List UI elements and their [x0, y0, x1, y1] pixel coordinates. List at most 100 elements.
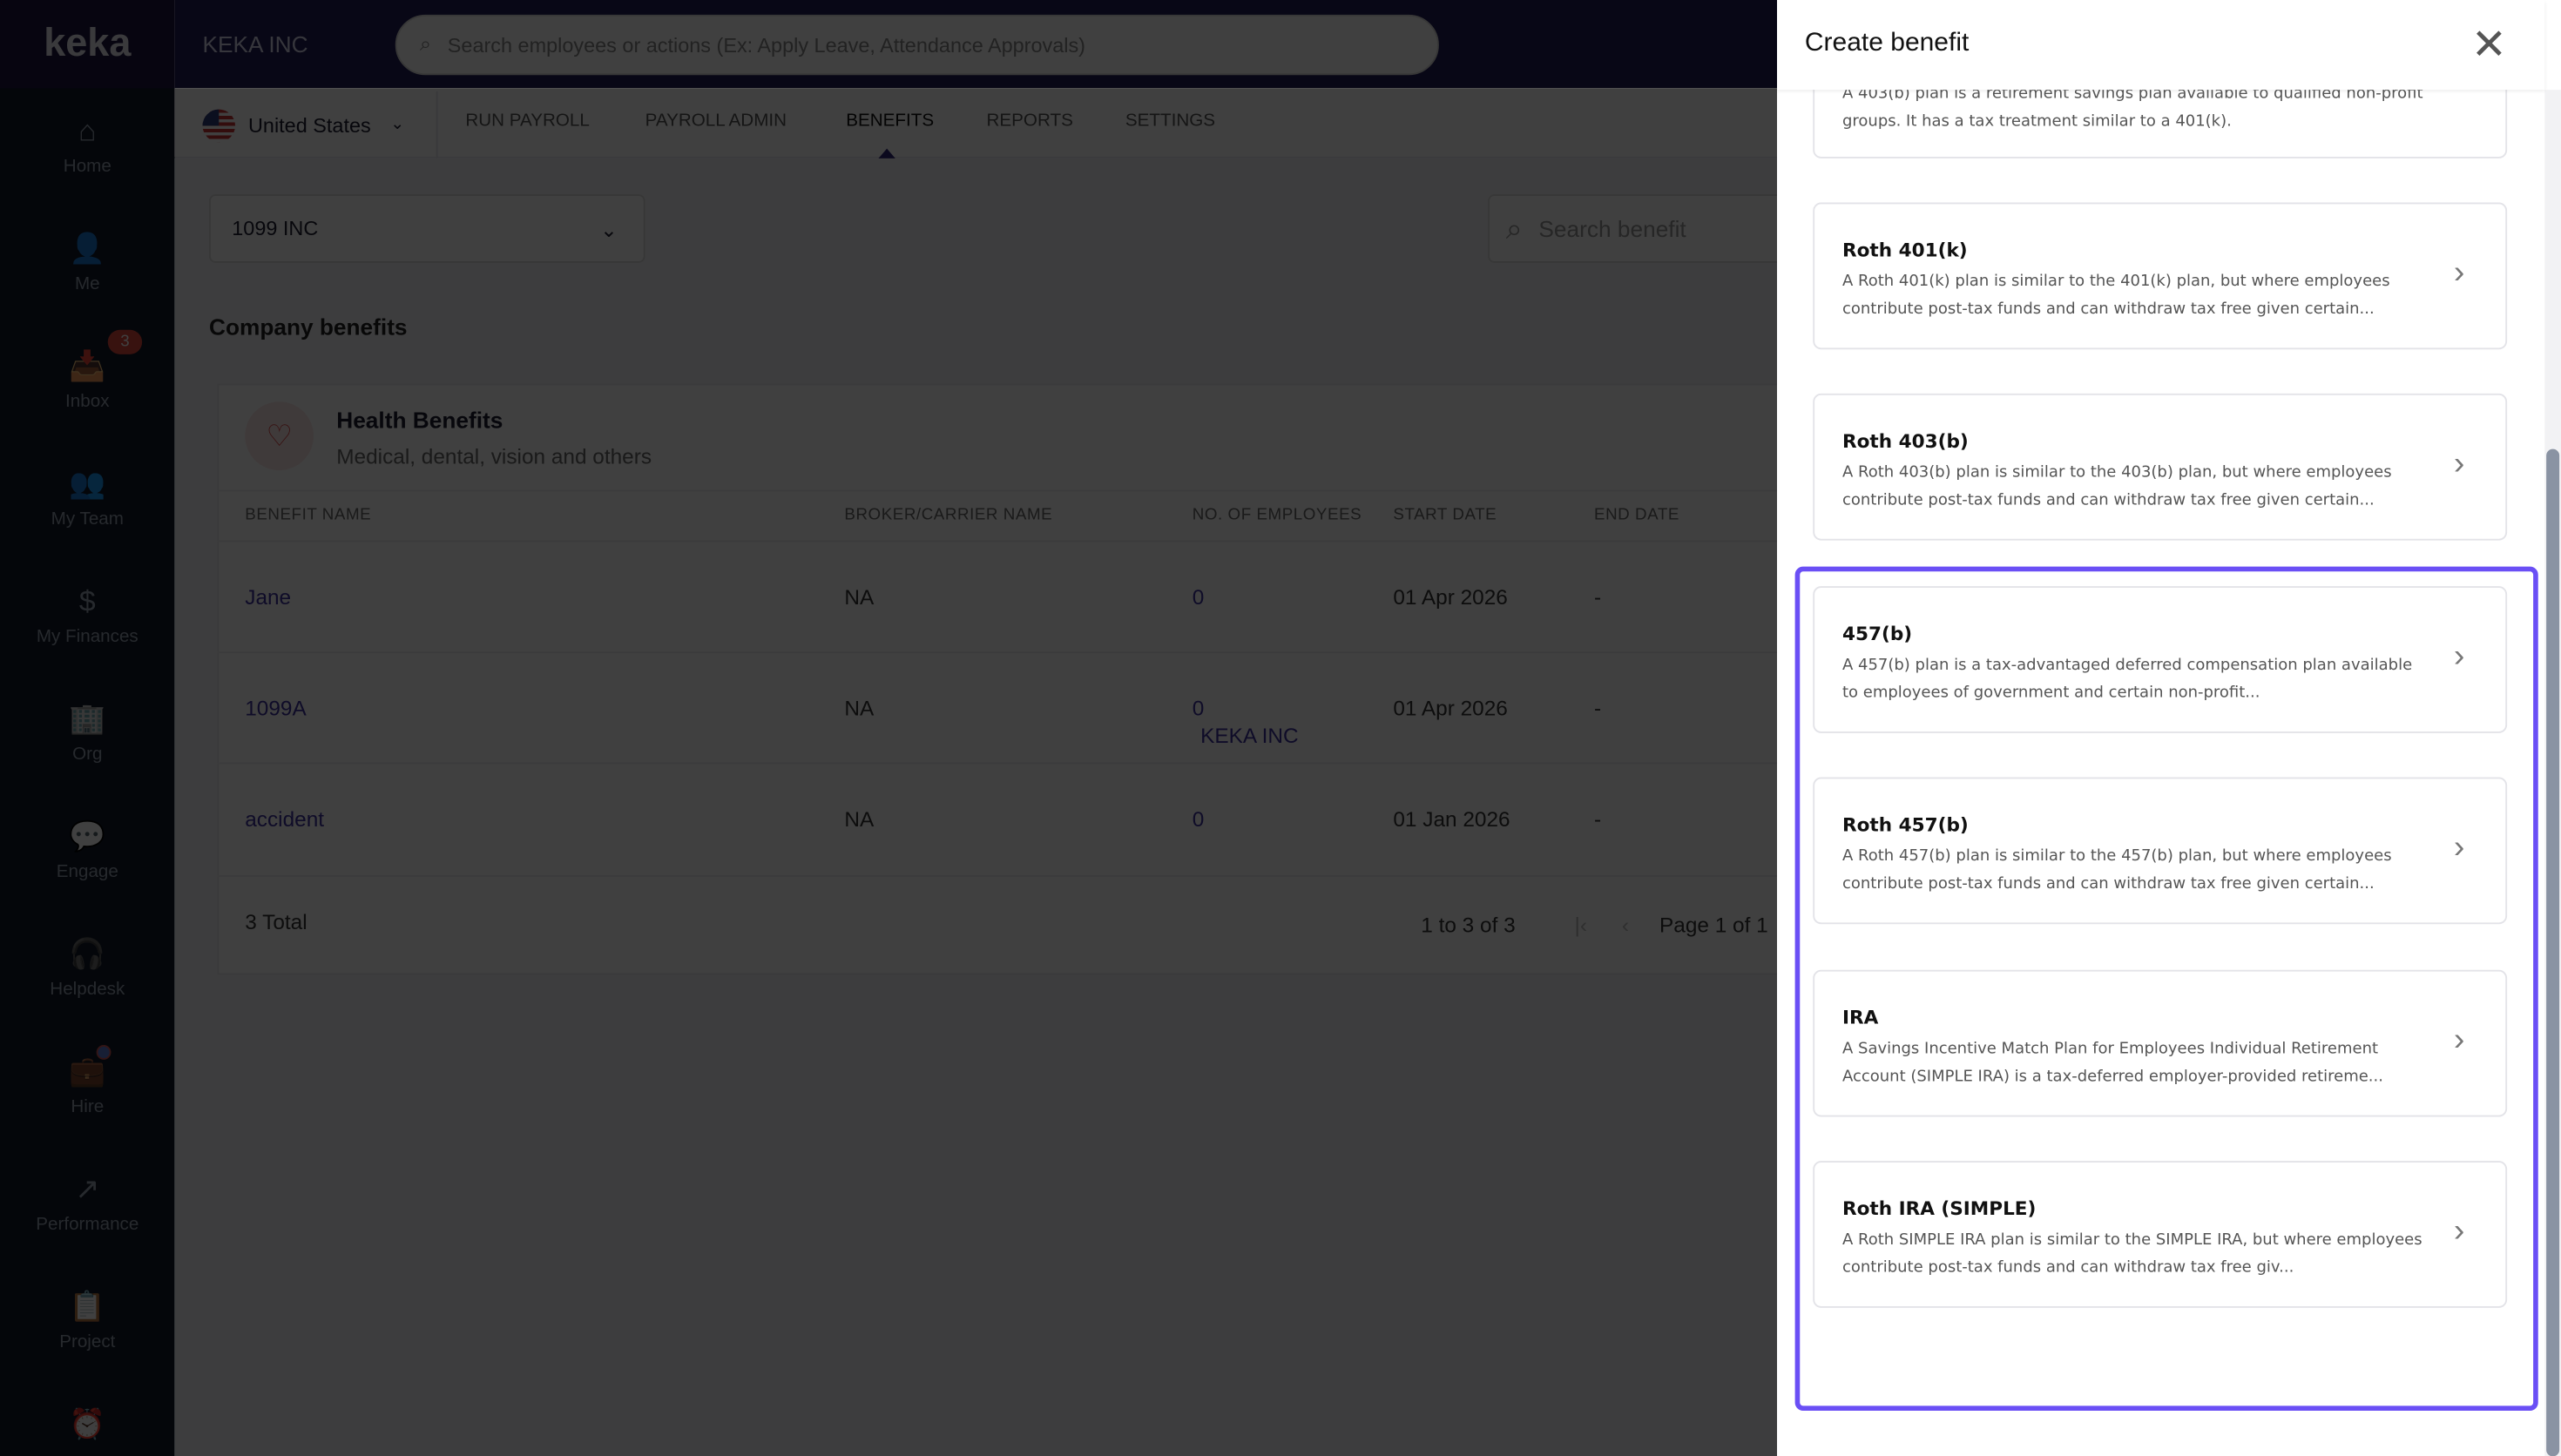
inbox-badge: 3: [107, 329, 143, 354]
trend-icon: ↗: [75, 1172, 100, 1205]
heart-icon: ♡: [245, 401, 314, 470]
sidebar-item-label: Performance: [36, 1215, 139, 1235]
section-title: Company benefits: [209, 313, 408, 340]
active-tab-indicator: [876, 148, 897, 160]
sidebar-item-project[interactable]: 📋 Project: [0, 1290, 175, 1352]
sidebar-item-label: Org: [72, 745, 103, 765]
chat-icon: 💬: [69, 819, 106, 853]
cell-start: 01 Jan 2026: [1393, 806, 1510, 832]
chevron-right-icon: ›: [2453, 638, 2465, 675]
divider: [217, 540, 1777, 543]
column-header: NO. OF EMPLOYEES: [1192, 506, 1362, 524]
page-indicator: Page 1 of 1: [1659, 913, 1768, 938]
cell-broker: NA: [844, 584, 875, 610]
prev-page-icon[interactable]: ‹: [1621, 913, 1630, 938]
divider: [217, 489, 1777, 492]
sidebar-item-label: Me: [74, 274, 100, 294]
cell-start: 01 Apr 2026: [1393, 584, 1508, 610]
cell-broker: NA: [844, 806, 875, 832]
cell-name[interactable]: Jane: [245, 584, 292, 610]
cell-employees[interactable]: 0: [1192, 695, 1205, 720]
panel-title: Create benefit: [1804, 29, 1970, 57]
cell-start: 01 Apr 2026: [1393, 695, 1508, 720]
sidebar-item-performance[interactable]: ↗ Performance: [0, 1172, 175, 1234]
chevron-right-icon: ›: [2453, 1213, 2465, 1250]
clipboard-icon: 📋: [69, 1290, 106, 1323]
sidebar-item-hire[interactable]: 💼 Hire: [0, 1055, 175, 1116]
column-header: START DATE: [1393, 506, 1497, 524]
chevron-right-icon: ›: [2453, 445, 2465, 482]
benefit-option-title: Roth IRA (SIMPLE): [1842, 1196, 2037, 1220]
sidebar-item-me[interactable]: 👤 Me: [0, 232, 175, 293]
benefit-option-card[interactable]: Roth 457(b) A Roth 457(b) plan is similar…: [1813, 777, 2508, 925]
chevron-down-icon: ⌄: [600, 218, 618, 241]
chevron-down-icon: ⌄: [390, 116, 404, 134]
cell-end: -: [1594, 695, 1602, 720]
sidebar-item-home[interactable]: ⌂ Home: [0, 114, 175, 176]
cell-end: -: [1594, 806, 1602, 832]
cell-employees[interactable]: 0: [1192, 584, 1205, 610]
sidebar-item-org[interactable]: 🏢 Org: [0, 702, 175, 764]
sidebar-item-label: My Finances: [36, 627, 139, 647]
group-title: Health Benefits: [336, 406, 503, 433]
benefit-option-description: A Roth 403(b) plan is similar to the 403…: [1842, 463, 2392, 510]
divider: [217, 875, 1777, 877]
entity-select[interactable]: 1099 INC ⌄: [209, 194, 645, 263]
benefit-option-card[interactable]: Roth 401(k) A Roth 401(k) plan is similar…: [1813, 202, 2508, 350]
cell-entity: KEKA INC: [1200, 723, 1299, 748]
home-icon: ⌂: [78, 114, 97, 147]
country-selector[interactable]: United States ⌄: [179, 91, 438, 158]
sidebar-item-alarm[interactable]: ⏰: [0, 1407, 175, 1450]
user-icon: 👤: [69, 232, 106, 265]
benefit-option-title: Roth 401(k): [1842, 238, 1968, 261]
column-header: BENEFIT NAME: [245, 506, 372, 524]
benefit-option-title: IRA: [1842, 1006, 1879, 1029]
tab-benefits[interactable]: BENEFITS: [846, 111, 935, 131]
sidebar-item-my-team[interactable]: 👥 My Team: [0, 467, 175, 529]
divider: [217, 762, 1777, 765]
cell-broker: NA: [844, 695, 875, 720]
benefit-option-description: A Roth SIMPLE IRA plan is similar to the…: [1842, 1230, 2422, 1277]
sidebar-item-inbox[interactable]: 📥 Inbox: [0, 349, 175, 411]
benefit-option-card[interactable]: Roth IRA (SIMPLE) A Roth SIMPLE IRA plan …: [1813, 1161, 2508, 1308]
cell-end: -: [1594, 584, 1602, 610]
benefit-option-title: Roth 403(b): [1842, 429, 1969, 453]
tab-settings[interactable]: SETTINGS: [1125, 111, 1216, 131]
benefit-option-card[interactable]: 457(b) A 457(b) plan is a tax-advantaged …: [1813, 586, 2508, 733]
benefit-option-card[interactable]: IRA A Savings Incentive Match Plan for Em…: [1813, 969, 2508, 1117]
benefit-option-description: A Savings Incentive Match Plan for Emplo…: [1842, 1040, 2383, 1086]
panel-header: [1777, 0, 2545, 91]
dimmed-page-backdrop[interactable]: keka ⌂ Home 👤 Me 📥 Inbox 👥 My Team $ My Finances 🏢…: [0, 0, 1777, 1456]
tab-payroll-admin[interactable]: PAYROLL ADMIN: [645, 111, 787, 131]
sidebar-item-my-finances[interactable]: $ My Finances: [0, 584, 175, 646]
sub-nav: [174, 88, 1777, 158]
chevron-right-icon: ›: [2453, 254, 2465, 291]
sidebar-item-label: Helpdesk: [50, 980, 125, 1000]
hire-notification-dot: [96, 1045, 111, 1060]
keka-logo[interactable]: keka: [0, 0, 175, 89]
close-icon[interactable]: ✕: [2470, 19, 2507, 69]
sidebar-item-helpdesk[interactable]: 🎧 Helpdesk: [0, 937, 175, 999]
sidebar-item-engage[interactable]: 💬 Engage: [0, 819, 175, 881]
tab-reports[interactable]: REPORTS: [986, 111, 1073, 131]
pagination-range: 1 to 3 of 3: [1421, 913, 1516, 938]
scrollbar-thumb[interactable]: [2546, 448, 2560, 1456]
entity-value: 1099 INC: [232, 217, 319, 240]
benefit-option-card[interactable]: Roth 403(b) A Roth 403(b) plan is similar…: [1813, 393, 2508, 541]
search-icon: ⌕: [1505, 211, 1523, 245]
cell-employees[interactable]: 0: [1192, 806, 1205, 832]
first-page-icon[interactable]: |‹: [1574, 913, 1587, 938]
tab-run-payroll[interactable]: RUN PAYROLL: [465, 111, 590, 131]
sidebar-item-label: Engage: [56, 862, 118, 882]
cell-name[interactable]: 1099A: [245, 695, 307, 720]
building-icon: 🏢: [69, 702, 106, 735]
alarm-clock-icon: ⏰: [69, 1407, 106, 1440]
sidebar-item-label: My Team: [51, 509, 124, 529]
benefit-option-description: A Roth 401(k) plan is similar to the 401…: [1842, 273, 2390, 319]
sidebar-item-label: Inbox: [65, 392, 110, 412]
benefit-search-input[interactable]: ⌕ Search benefit: [1488, 194, 1777, 263]
global-search-input[interactable]: ⌕ Search employees or actions (Ex: Apply …: [395, 14, 1439, 76]
dollar-icon: $: [78, 584, 96, 617]
search-placeholder: Search benefit: [1538, 215, 1686, 242]
cell-name[interactable]: accident: [245, 806, 325, 832]
